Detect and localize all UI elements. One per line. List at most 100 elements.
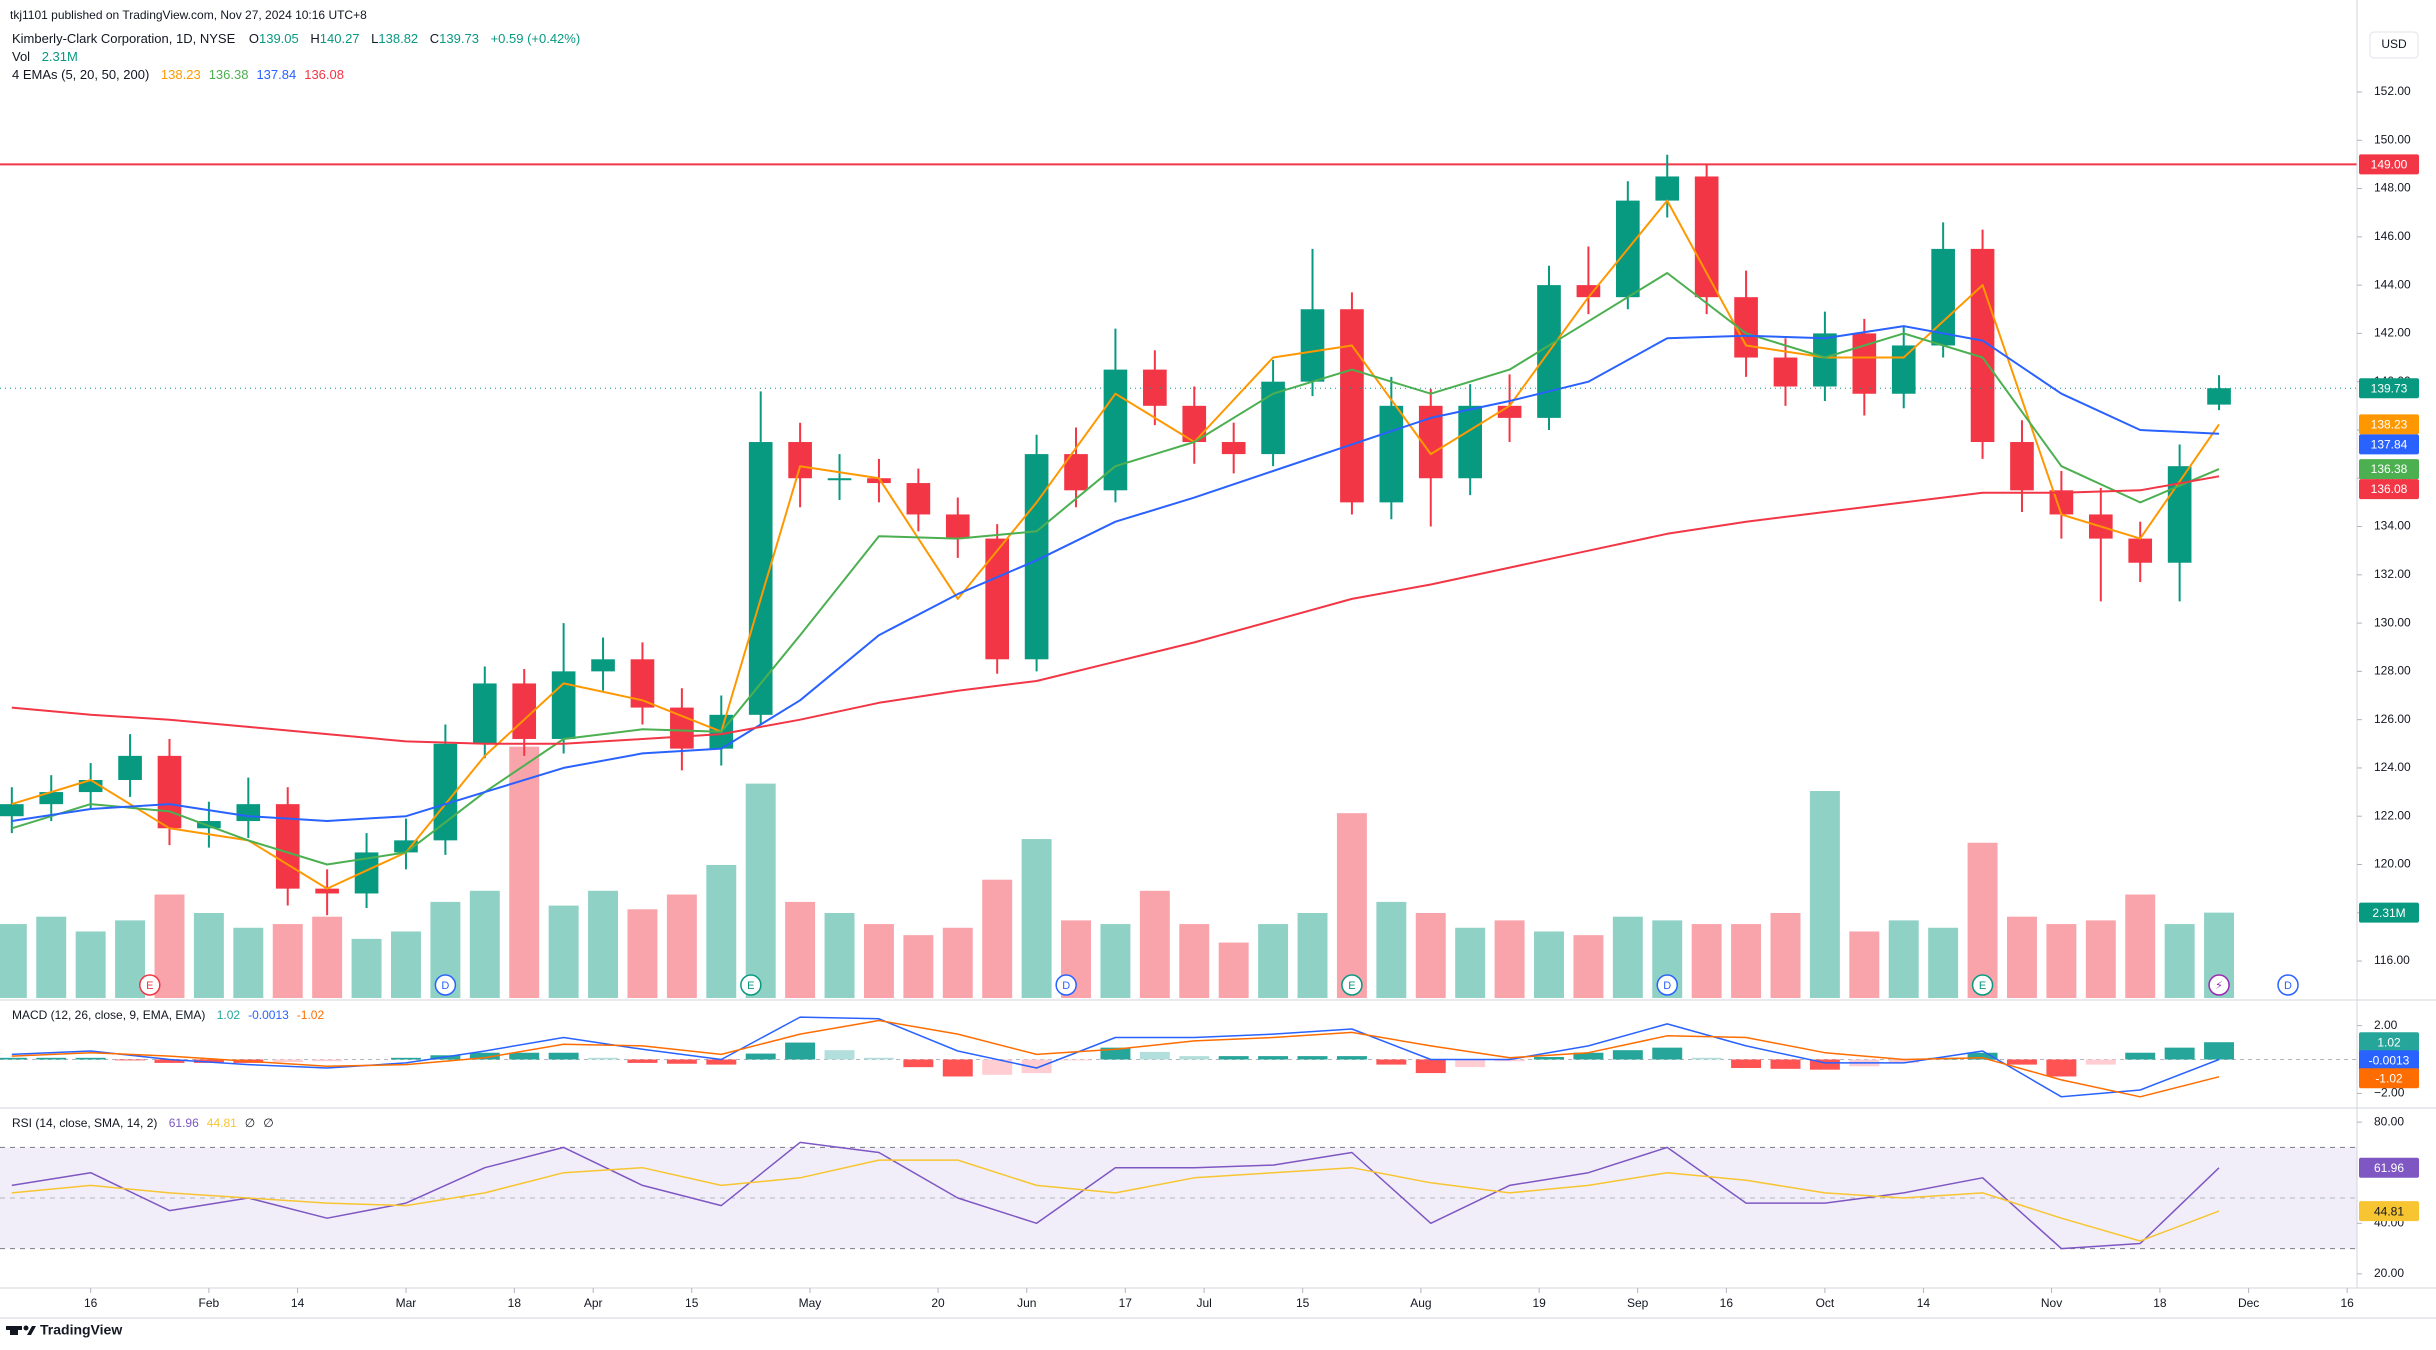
macd-title: MACD (12, 26, close, 9, EMA, EMA) [12,1008,205,1022]
volume-bar [1336,813,1367,998]
macd-histogram-bar [666,1059,697,1064]
event-marker [434,974,457,996]
macd-histogram-bar [1731,1059,1762,1068]
macd-histogram-bar [1612,1050,1643,1060]
candle-body [551,671,576,739]
price-badge [2359,378,2419,399]
time-tick-label: 20 [931,1296,945,1310]
logo-part [23,1325,29,1331]
candle-body [472,683,497,744]
volume-bar [666,894,697,998]
ema-legend: 4 EMAs (5, 20, 50, 200) 138.23 136.38 137.… [12,67,344,82]
rsi-title: RSI (14, close, SMA, 14, 2) [12,1116,157,1130]
macd-histogram-bar [1336,1056,1367,1060]
logo-part [10,1326,18,1335]
macd-histogram-bar [469,1052,500,1060]
symbol-title: Kimberly-Clark Corporation, 1D, NYSE [12,31,236,46]
event-label: D [1663,980,1671,992]
time-tick-label: Nov [2041,1296,2062,1310]
currency-label[interactable]: USD [2381,37,2407,51]
candle-body [1300,309,1325,382]
currency-box[interactable] [2369,31,2419,59]
volume-bar [1573,935,1604,998]
price-tick-label: 124.00 [2374,760,2411,774]
candle-body [906,483,931,515]
ohlc-value: 140.27 [320,31,360,46]
candle-body [1458,405,1482,479]
candle-body [1379,405,1404,503]
candle-body [2128,538,2153,563]
candle-body [985,538,1010,660]
ema-line [11,272,2220,866]
ema-line [11,325,2220,822]
macd-histogram-bar [36,1057,67,1060]
volume-bar [351,938,382,998]
symbol-legend: Kimberly-Clark Corporation, 1D, NYSE O13… [12,31,580,46]
macd-histogram-bar [1021,1059,1052,1074]
price-badge-label: 137.84 [2371,438,2408,452]
event-marker [1055,974,1077,996]
volume-bar [824,912,855,998]
volume-bar [509,746,540,998]
price-tick-label: 122.00 [2374,808,2411,822]
candle-body [788,442,812,479]
price-tick-label: 130.00 [2374,615,2411,629]
ohlc-key: L [371,31,378,46]
candle-body [1418,405,1443,479]
volume-bar [627,909,658,998]
volume-bar [2125,894,2156,998]
macd-histogram-bar [0,1057,27,1060]
volume-bar [1612,916,1643,998]
candle-body [1852,333,1877,394]
volume-title: Vol [12,49,30,64]
macd-histogram-bar [1100,1047,1131,1060]
candle-body [1813,333,1837,387]
rsi-value: 61.96 [169,1116,199,1130]
macd-histogram-bar [2204,1042,2235,1060]
macd-histogram-bar [1691,1057,1722,1060]
candle-body [394,840,418,853]
volume-bar [706,864,737,998]
volume-bar [1376,901,1407,998]
candle-body [1773,357,1798,387]
candle-body [1064,454,1088,491]
time-tick-label: 14 [291,1296,305,1310]
volume-bar [1021,839,1052,998]
candle-body [1340,309,1364,503]
time-tick-label: 17 [1119,1296,1133,1310]
macd-value: -0.0013 [248,1008,289,1022]
event-marker [2277,974,2299,996]
time-tick-label: Jun [1017,1296,1036,1310]
macd-histogram-bar [1218,1056,1249,1060]
volume-badge [2359,902,2419,923]
ohlc-value: 139.73 [439,31,479,46]
time-tick-label: 16 [84,1296,98,1310]
time-tick-label: Oct [1816,1296,1835,1310]
volume-badge-label: 2.31M [2372,906,2405,920]
event-marker [139,974,161,996]
macd-histogram-bar [1534,1056,1564,1060]
macd-histogram-bar [115,1059,146,1061]
price-tick-label: 126.00 [2374,712,2411,726]
volume-bar [390,931,421,998]
price-tick-label: 150.00 [2374,132,2411,146]
price-tick-label: 148.00 [2374,181,2411,195]
change-value: +0.59 (+0.42%) [491,31,581,46]
candle-body [630,659,655,708]
time-tick-label: Jul [1196,1296,1211,1310]
candle-body [275,804,300,889]
volume-bar [1534,931,1564,998]
macd-histogram-bar [548,1052,579,1060]
rsi-extra: ∅ [245,1116,255,1130]
level-badge-label: 149.00 [2371,158,2408,172]
price-tick-label: 134.00 [2374,519,2411,533]
event-label: E [747,980,754,992]
event-label: E [146,980,153,992]
macd-histogram-bar [2164,1047,2195,1060]
volume-bar [1809,791,1840,998]
price-badge-label: 136.08 [2371,482,2408,496]
macd-histogram-bar [1888,1059,1919,1063]
time-tick-label: Sep [1627,1296,1649,1310]
volume-bar [1967,842,1998,998]
